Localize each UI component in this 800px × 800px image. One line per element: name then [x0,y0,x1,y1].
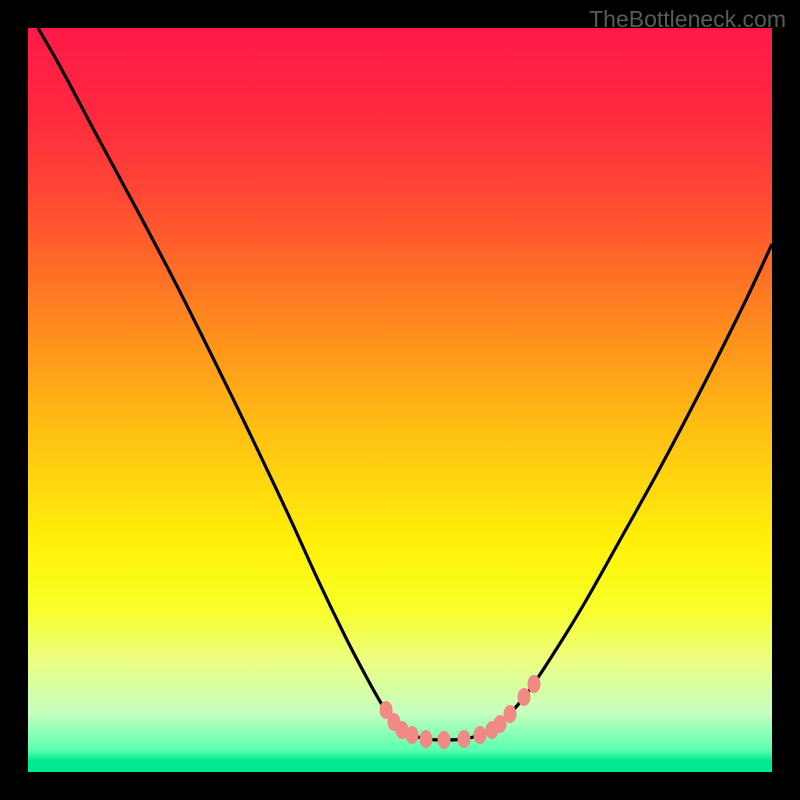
watermark-text: TheBottleneck.com [589,6,786,33]
curve-marker [504,705,517,723]
gradient-background [28,28,772,772]
curve-marker [474,726,487,744]
curve-marker [420,730,433,748]
curve-marker [458,730,471,748]
curve-marker [518,688,531,706]
curve-marker [438,731,451,749]
bottleneck-chart [0,0,800,800]
curve-marker [406,726,419,744]
curve-marker [528,675,541,693]
